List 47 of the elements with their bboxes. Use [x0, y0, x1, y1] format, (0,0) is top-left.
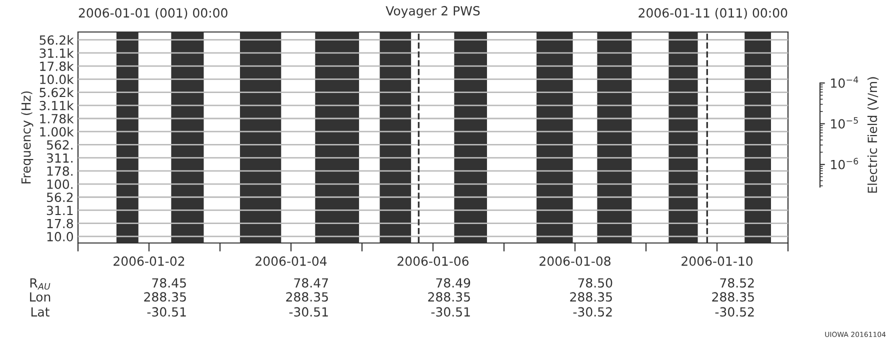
y2-tick-label: 10$^{−5}$ — [831, 117, 858, 129]
x-tick-label: 2006-01-08 — [540, 256, 610, 266]
text: 2006-01-01 (001) 00:00 — [78, 8, 228, 20]
y-tick-label: 31.1 — [46, 206, 73, 216]
text: 288.35 — [144, 292, 186, 302]
text: 288.35 — [712, 292, 754, 302]
text: -30.51 — [289, 307, 328, 317]
x-tick-label: 2006-01-06 — [398, 256, 469, 266]
text: R$_{AU}$ — [30, 278, 50, 290]
x-tick-label: 2006-01-10 — [682, 256, 752, 266]
text: 78.45 — [152, 278, 186, 288]
y2-axis-title: Electric Field (V/m) — [867, 77, 879, 193]
x-tick-label: 2006-01-02 — [114, 256, 184, 266]
y-tick-label: 562. — [46, 140, 72, 150]
y-tick-label: 31.1k — [40, 48, 74, 58]
y-tick-label: 17.8 — [47, 218, 73, 228]
text: 288.35 — [428, 292, 470, 302]
y-tick-label: 17.8k — [40, 61, 74, 71]
text: -30.52 — [573, 307, 612, 317]
y-tick-label: 1.78k — [40, 114, 74, 124]
text: 288.35 — [570, 292, 612, 302]
text: -30.51 — [431, 307, 470, 317]
y-tick-label: 10.0k — [40, 74, 74, 84]
y-tick-label: 56.2k — [40, 35, 74, 45]
y2-tick-label: 10$^{−6}$ — [831, 158, 858, 170]
y2-tick-label: 10$^{−4}$ — [831, 76, 858, 88]
text: 78.49 — [436, 278, 470, 288]
text: -30.52 — [715, 307, 754, 317]
y-tick-label: 100. — [47, 179, 72, 189]
text: 78.52 — [720, 278, 754, 288]
chart-title: Voyager 2 PWS — [386, 6, 480, 18]
text: Lat — [31, 307, 50, 317]
x-tick-label: 2006-01-04 — [256, 256, 327, 266]
y-tick-label: 56.2 — [46, 192, 73, 202]
text: 288.35 — [286, 292, 328, 302]
y-tick-label: 178. — [47, 166, 72, 176]
text: -30.51 — [147, 307, 186, 317]
y-tick-label: 10.0 — [47, 232, 74, 242]
text: 78.50 — [578, 278, 612, 288]
text: 2006-01-11 (011) 00:00 — [638, 8, 788, 20]
text: Lon — [30, 292, 50, 302]
y-tick-label: 311. — [46, 153, 72, 163]
y-axis-title: Frequency (Hz) — [21, 91, 34, 184]
y-tick-label: 5.62k — [40, 88, 74, 98]
y-tick-label: 3.11k — [40, 100, 74, 110]
text: 78.47 — [294, 278, 328, 288]
y-tick-label: 1.00k — [40, 126, 74, 137]
